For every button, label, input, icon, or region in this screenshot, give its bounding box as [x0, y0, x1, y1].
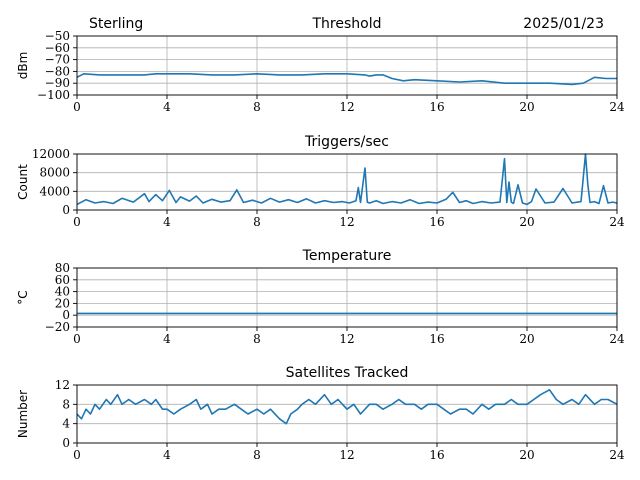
x-tick-label: 24 [609, 448, 625, 462]
x-tick-label: 0 [73, 448, 81, 462]
x-tick-label: 4 [163, 215, 171, 229]
x-tick-label: 4 [163, 100, 171, 114]
data-line-series-1 [76, 73, 617, 86]
y-tick-label: 20 [55, 296, 70, 310]
y-tick-label: 40 [55, 285, 70, 299]
y-tick-label: 8 [62, 397, 70, 411]
y-axis-label: °C [16, 290, 30, 304]
y-tick-label: −70 [45, 53, 70, 67]
chart-panel-2: 0 4 8 12 16 20 24 0 4000 8000 12000 Triggers/sec Cou… [16, 134, 625, 229]
x-tick-label: 24 [609, 100, 625, 114]
x-tick-label: 12 [339, 448, 354, 462]
y-tick-label: 0 [62, 308, 70, 322]
x-tick-label: 12 [339, 100, 354, 114]
x-tick-label: 8 [253, 332, 261, 346]
x-tick-label: 20 [519, 448, 534, 462]
x-tick-label: 4 [163, 448, 171, 462]
y-tick-label: −100 [37, 88, 70, 102]
y-tick-label: 12000 [32, 147, 70, 161]
x-tick-label: 20 [519, 100, 534, 114]
y-tick-label: 4 [62, 417, 70, 431]
y-axis-label: dBm [16, 52, 30, 80]
chart-title: Satellites Tracked [286, 365, 409, 381]
x-tick-label: 24 [609, 215, 625, 229]
chart-panel-4: 0 4 8 12 16 20 24 0 4 8 12 Satellites Tracked Number [16, 365, 625, 462]
y-tick-label: 60 [55, 273, 70, 287]
y-tick-label: −50 [45, 29, 70, 43]
x-tick-label: 0 [73, 332, 81, 346]
x-tick-label: 16 [429, 332, 444, 346]
chart-title: Threshold [312, 16, 382, 32]
data-line-series-1 [76, 388, 618, 425]
y-tick-label: −80 [45, 64, 70, 78]
x-tick-label: 0 [73, 100, 81, 114]
x-tick-label: 12 [339, 215, 354, 229]
data-line-series-1 [76, 153, 618, 206]
x-tick-label: 20 [519, 332, 534, 346]
y-tick-label: −60 [45, 41, 70, 55]
y-tick-label: 8000 [39, 166, 70, 180]
y-tick-label: 12 [55, 378, 70, 392]
chart-title: Triggers/sec [304, 134, 389, 150]
chart-panel-1: 0 4 8 12 16 20 24 −100−90−80−70−60−50 Threshold d… [16, 16, 625, 114]
station-name: Sterling [89, 16, 143, 32]
x-tick-label: 0 [73, 215, 81, 229]
x-tick-label: 4 [163, 332, 171, 346]
y-tick-label: 80 [55, 261, 70, 275]
x-tick-label: 8 [253, 448, 261, 462]
x-tick-label: 16 [429, 100, 444, 114]
x-tick-label: 8 [253, 215, 261, 229]
x-tick-label: 16 [429, 215, 444, 229]
y-tick-label: −90 [45, 76, 70, 90]
y-tick-label: 0 [62, 203, 70, 217]
y-tick-label: 4000 [39, 184, 70, 198]
x-tick-label: 16 [429, 448, 444, 462]
report-date: 2025/01/23 [523, 16, 604, 32]
y-axis-label: Number [16, 390, 30, 438]
y-tick-label: 0 [62, 436, 70, 450]
x-tick-label: 20 [519, 215, 534, 229]
chart-title: Temperature [302, 248, 392, 264]
x-tick-label: 24 [609, 332, 625, 346]
y-tick-label: −20 [45, 320, 70, 334]
y-axis-label: Count [16, 164, 30, 200]
x-tick-label: 12 [339, 332, 354, 346]
x-tick-label: 8 [253, 100, 261, 114]
